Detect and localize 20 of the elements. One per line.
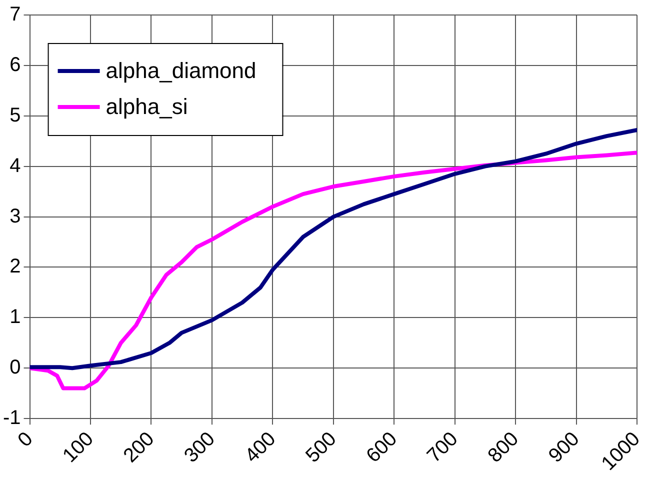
y-tick-label: 2	[10, 256, 21, 278]
x-tick-label: 500	[302, 428, 341, 468]
x-tick-label: 100	[58, 428, 98, 468]
y-tick-label: 5	[10, 104, 21, 126]
x-tick-label: 200	[120, 428, 159, 468]
legend-label: alpha_si	[106, 94, 188, 120]
x-tick-label: 400	[240, 428, 280, 468]
legend-label: alpha_diamond	[106, 58, 256, 84]
y-tick-label: 4	[10, 154, 21, 177]
y-tick-label: -1	[2, 407, 21, 430]
x-tick-label: 600	[362, 428, 402, 468]
x-tick-label: 700	[423, 428, 462, 468]
y-tick-label: 1	[10, 306, 21, 328]
x-tick-label: 900	[544, 428, 584, 468]
y-tick-label: 3	[10, 205, 21, 228]
y-tick-label: 7	[10, 4, 21, 26]
x-tick-label: 300	[180, 428, 220, 468]
y-tick-label: 6	[10, 54, 21, 76]
x-tick-label: 800	[484, 428, 524, 468]
y-tick-label: 0	[10, 356, 21, 379]
